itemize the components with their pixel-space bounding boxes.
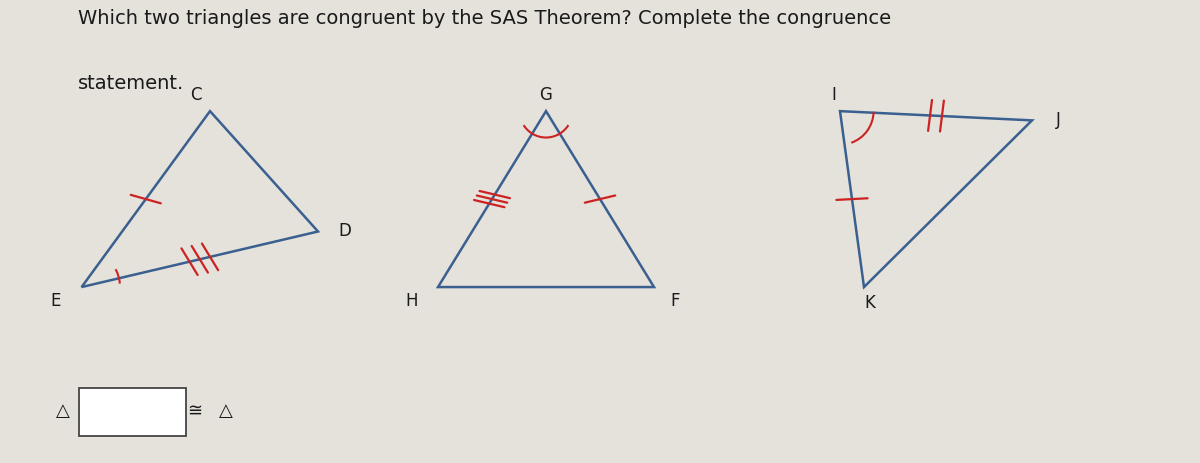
Text: E: E xyxy=(50,292,60,310)
Text: J: J xyxy=(1056,112,1061,129)
Text: D: D xyxy=(338,223,350,240)
Text: C: C xyxy=(190,86,202,104)
Text: Which two triangles are congruent by the SAS Theorem? Complete the congruence: Which two triangles are congruent by the… xyxy=(78,9,892,28)
Text: △: △ xyxy=(55,402,70,420)
Text: I: I xyxy=(832,86,836,104)
Text: K: K xyxy=(864,294,876,312)
Text: statement.: statement. xyxy=(78,74,185,93)
Text: △: △ xyxy=(218,402,233,420)
Text: H: H xyxy=(406,292,418,310)
Text: ≅: ≅ xyxy=(187,402,202,420)
Text: F: F xyxy=(671,292,680,310)
FancyBboxPatch shape xyxy=(79,388,186,436)
Text: G: G xyxy=(540,86,552,104)
